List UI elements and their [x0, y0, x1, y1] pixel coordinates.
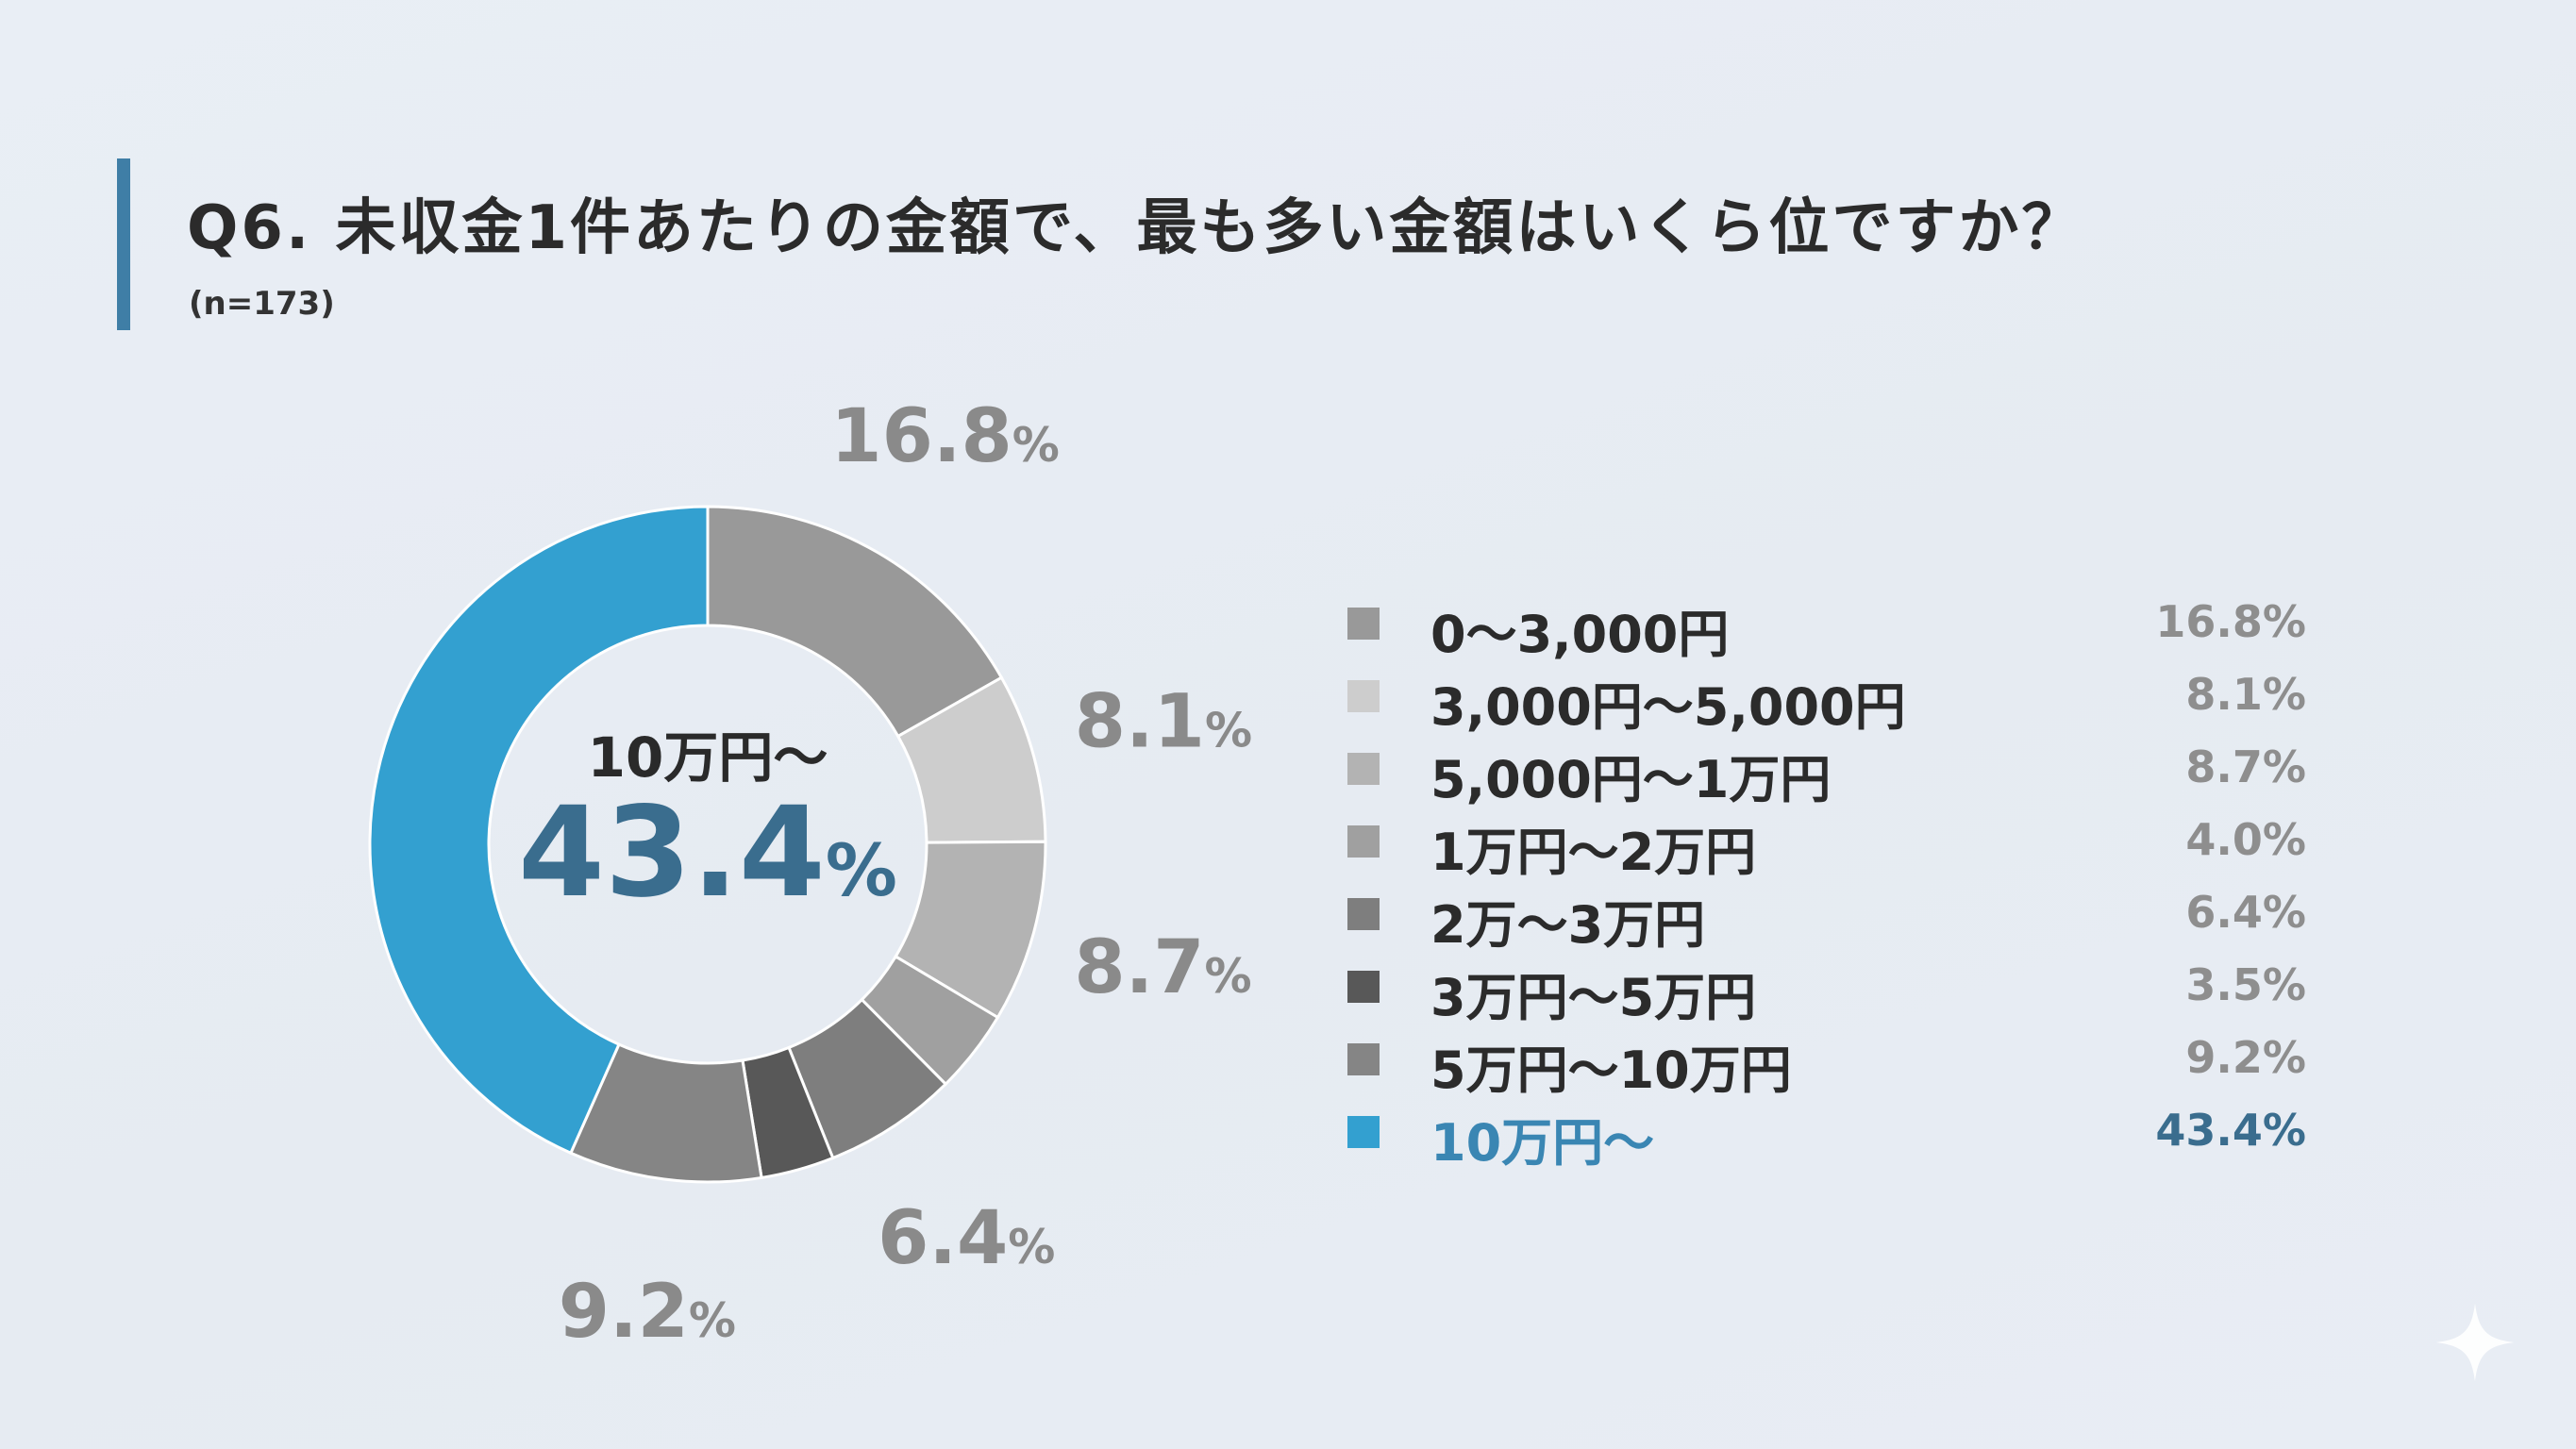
- legend-swatch: [1347, 1116, 1380, 1148]
- center-category-label: 10万円〜: [587, 725, 828, 790]
- legend-item-5: 3万円〜5万円 3.5%: [1344, 948, 2306, 1027]
- donut-slice-7: [368, 505, 710, 1156]
- legend-label: 1万円〜2万円: [1430, 823, 1757, 882]
- legend-swatch: [1347, 898, 1380, 930]
- legend-value: 4.0%: [2185, 814, 2306, 865]
- legend-swatch: [1347, 680, 1380, 712]
- legend-value: 8.7%: [2185, 741, 2306, 792]
- slice-label-4: 6.4%: [878, 1196, 1055, 1281]
- legend-item-3: 1万円〜2万円 4.0%: [1344, 803, 2306, 882]
- legend-value: 3.5%: [2185, 959, 2306, 1010]
- center-value-label: 43.4%: [472, 791, 944, 915]
- legend-swatch: [1347, 753, 1380, 785]
- legend-label: 10万円〜: [1430, 1113, 1655, 1173]
- center-value-number: 43.4: [518, 780, 826, 925]
- chart-title: Q6. 未収金1件あたりの金額で、最も多い金額はいくら位ですか？: [187, 193, 2085, 263]
- title-accent-bar: [117, 158, 130, 330]
- legend-value: 6.4%: [2185, 887, 2306, 938]
- legend-item-0: 0〜3,000円 16.8%: [1344, 585, 2306, 664]
- sparkle-icon: [2435, 1303, 2515, 1382]
- legend-item-7: 10万円〜 43.4%: [1344, 1093, 2306, 1173]
- donut-slices: [368, 505, 1047, 1184]
- slice-label-2: 8.7%: [1074, 925, 1251, 1010]
- legend-swatch: [1347, 1043, 1380, 1075]
- legend-item-2: 5,000円〜1万円 8.7%: [1344, 730, 2306, 809]
- legend-label: 5,000円〜1万円: [1430, 750, 1832, 809]
- legend-swatch: [1347, 608, 1380, 640]
- legend-label: 5万円〜10万円: [1430, 1041, 1792, 1100]
- legend-label: 3万円〜5万円: [1430, 968, 1757, 1027]
- legend-value: 8.1%: [2185, 669, 2306, 720]
- legend-swatch: [1347, 825, 1380, 858]
- legend: 0〜3,000円 16.8% 3,000円〜5,000円 8.1% 5,000円〜1万円…: [1344, 585, 2306, 1173]
- legend-value: 43.4%: [2155, 1105, 2306, 1156]
- slice-value-labels: 16.8% 8.1% 8.7% 6.4% 9.2%: [559, 394, 1252, 1355]
- slice-label-1: 8.1%: [1075, 679, 1252, 764]
- legend-label: 3,000円〜5,000円: [1430, 677, 1906, 737]
- legend-swatch: [1347, 971, 1380, 1003]
- legend-value: 9.2%: [2185, 1032, 2306, 1083]
- legend-item-1: 3,000円〜5,000円 8.1%: [1344, 658, 2306, 737]
- legend-item-4: 2万〜3万円 6.4%: [1344, 875, 2306, 955]
- legend-label: 2万〜3万円: [1430, 895, 1706, 955]
- slice-label-0: 16.8%: [830, 394, 1060, 479]
- legend-label: 0〜3,000円: [1430, 605, 1730, 664]
- sample-size: (n=173): [189, 285, 335, 323]
- center-value-unit: %: [825, 828, 897, 912]
- legend-value: 16.8%: [2155, 596, 2306, 647]
- legend-item-6: 5万円〜10万円 9.2%: [1344, 1021, 2306, 1100]
- slice-label-6: 9.2%: [559, 1270, 736, 1355]
- chart-header: Q6. 未収金1件あたりの金額で、最も多い金額はいくら位ですか？ (n=173): [117, 158, 2382, 330]
